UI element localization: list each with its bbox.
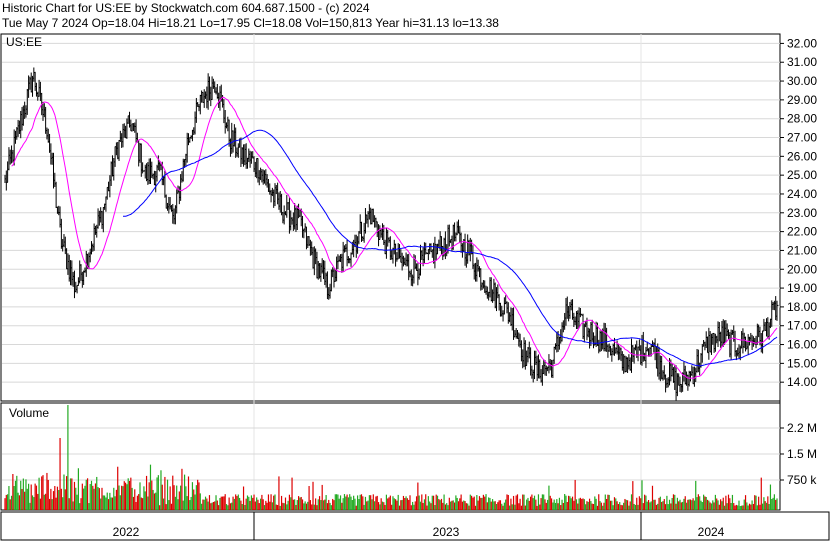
volume-bars <box>4 405 778 510</box>
price-tick-label: 30.00 <box>787 74 817 88</box>
time-axis-border <box>0 511 830 541</box>
volume-grid <box>2 427 780 481</box>
year-label: 2023 <box>433 525 460 539</box>
price-tick-label: 26.00 <box>787 149 817 163</box>
price-tick-label: 32.00 <box>787 36 817 50</box>
price-tick-label: 14.00 <box>787 375 817 389</box>
volume-axis-ticks: 2.2 M 1.5 M 750 k <box>780 421 817 487</box>
price-grid <box>2 34 780 510</box>
symbol-label: US:EE <box>6 35 42 49</box>
price-tick-label: 18.00 <box>787 300 817 314</box>
year-label: 2024 <box>698 525 725 539</box>
volume-label: Volume <box>9 406 49 420</box>
header-title: Historic Chart for US:EE by Stockwatch.c… <box>2 1 370 15</box>
price-tick-label: 20.00 <box>787 262 817 276</box>
price-tick-label: 24.00 <box>787 187 817 201</box>
header-quote: Tue May 7 2024 Op=18.04 Hi=18.21 Lo=17.9… <box>2 16 499 30</box>
price-ohlc-bars <box>4 67 779 401</box>
chart-header: Historic Chart for US:EE by Stockwatch.c… <box>0 0 830 32</box>
chart-frame <box>0 33 830 541</box>
price-tick-label: 17.00 <box>787 319 817 333</box>
price-tick-label: 29.00 <box>787 93 817 107</box>
year-label: 2022 <box>113 525 140 539</box>
price-tick-label: 27.00 <box>787 131 817 145</box>
price-tick-label: 21.00 <box>787 243 817 257</box>
price-tick-label: 22.00 <box>787 225 817 239</box>
volume-tick-label: 2.2 M <box>787 421 817 435</box>
price-tick-label: 16.00 <box>787 338 817 352</box>
ma-short-line <box>11 96 778 379</box>
price-tick-label: 28.00 <box>787 112 817 126</box>
price-axis-ticks: 32.00 31.00 30.00 29.00 28.00 27.00 26.00 25.00… <box>780 36 817 389</box>
price-panel-border <box>0 33 781 402</box>
price-tick-label: 23.00 <box>787 206 817 220</box>
price-tick-label: 19.00 <box>787 281 817 295</box>
ma-long-line <box>123 129 778 367</box>
volume-tick-label: 1.5 M <box>787 447 817 461</box>
price-tick-label: 15.00 <box>787 356 817 370</box>
price-tick-label: 31.00 <box>787 55 817 69</box>
price-tick-label: 25.00 <box>787 168 817 182</box>
moving-averages <box>11 96 778 379</box>
year-axis-labels: 2022 2023 2024 <box>113 512 725 540</box>
volume-tick-label: 750 k <box>787 473 817 487</box>
